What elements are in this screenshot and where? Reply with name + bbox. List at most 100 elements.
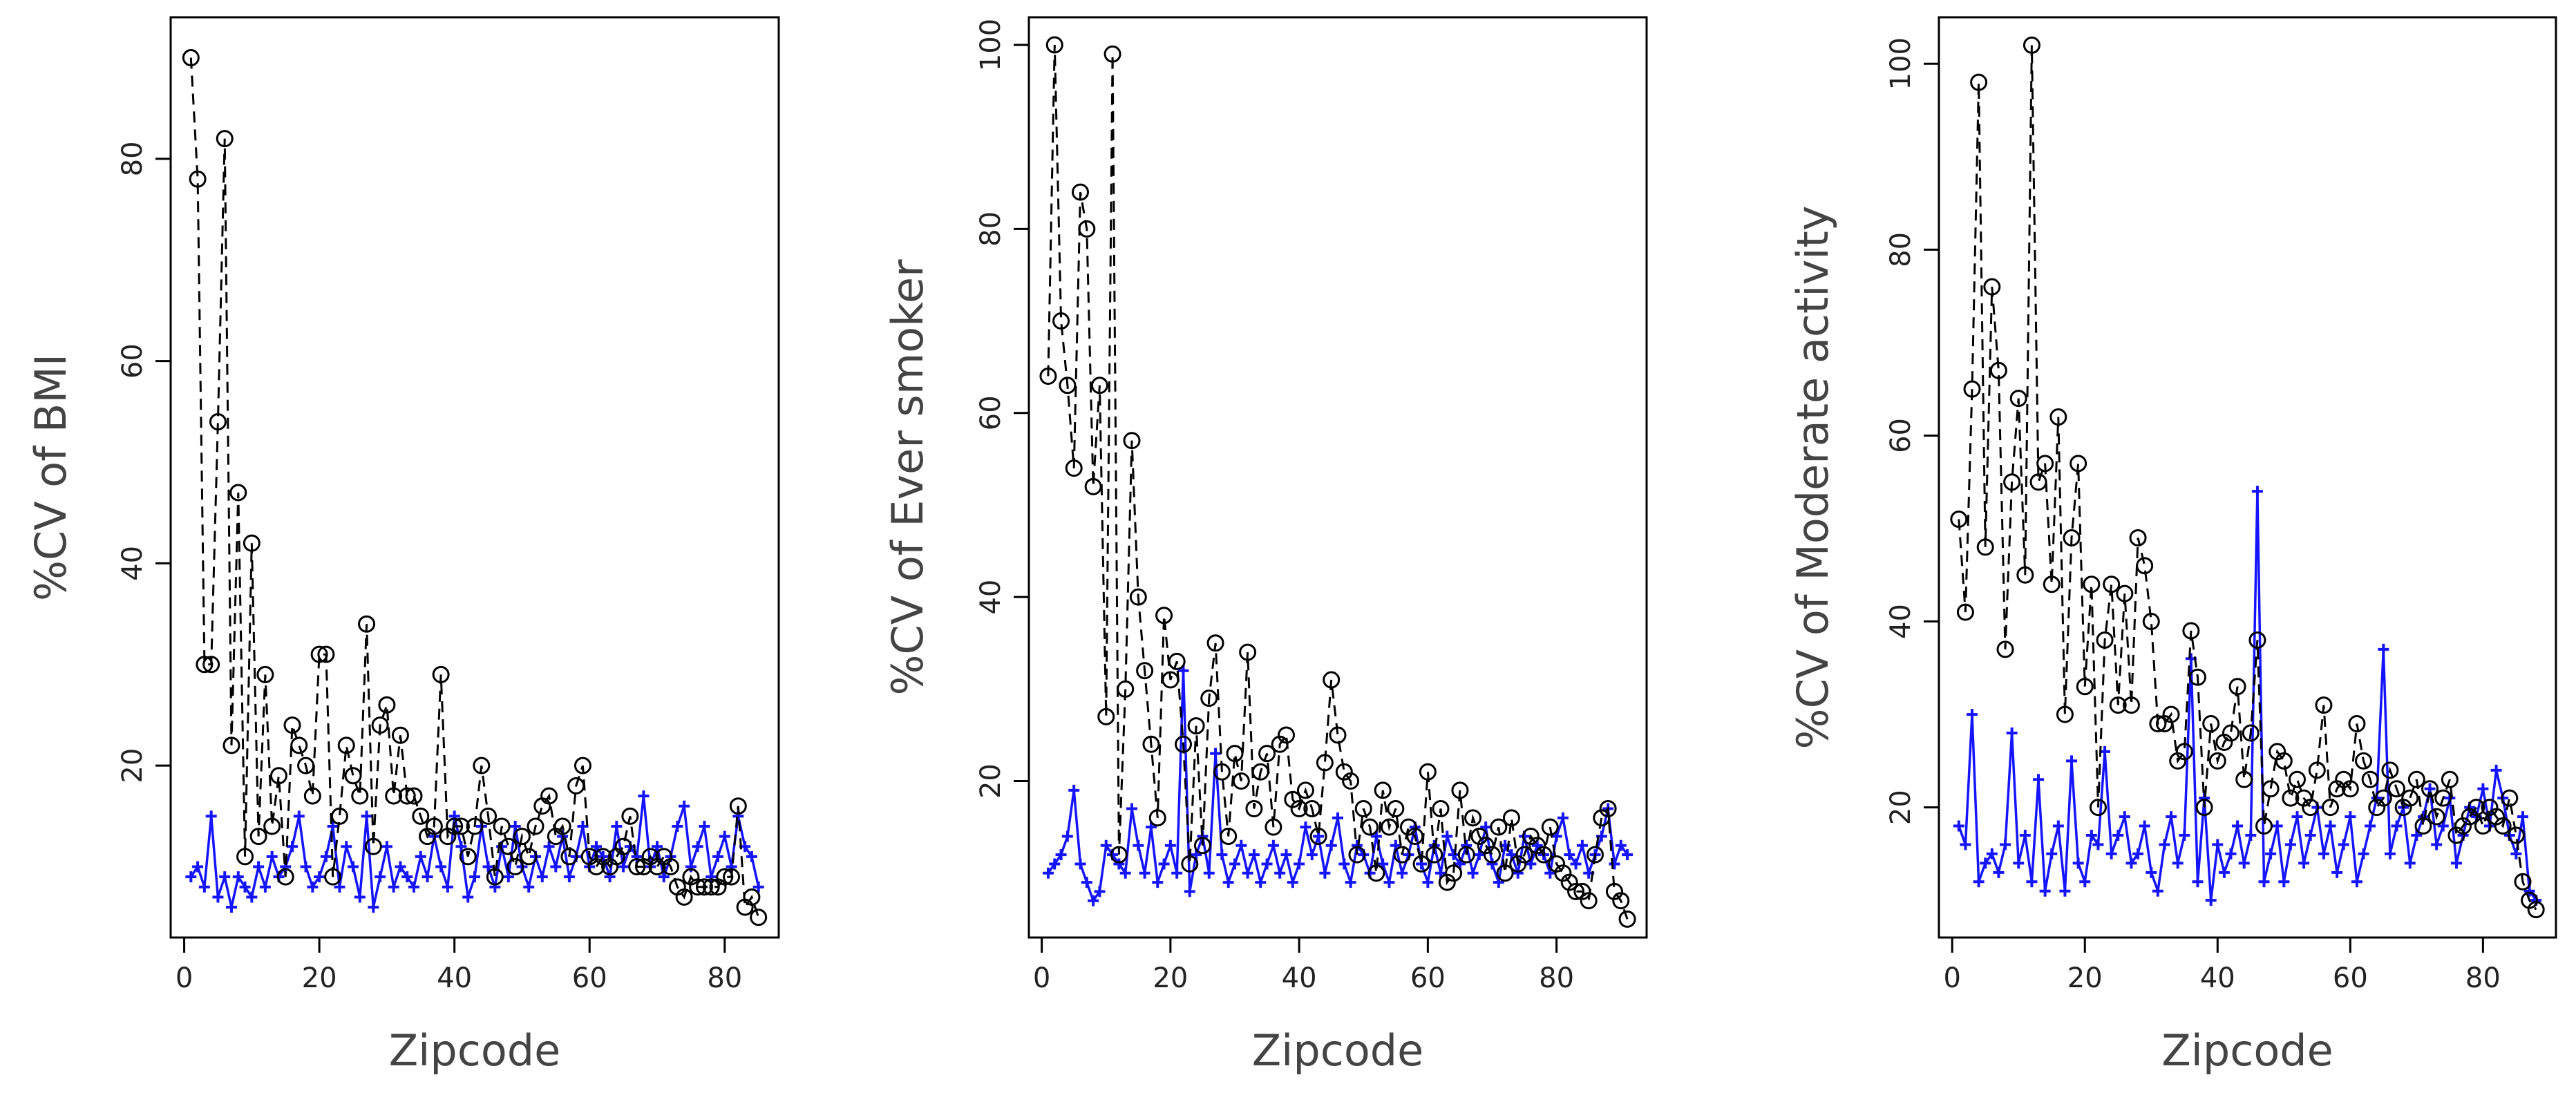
- data-point-plus: [1152, 877, 1164, 888]
- data-point-circle: [662, 858, 680, 876]
- data-point-plus: [2384, 848, 2396, 859]
- data-point-circle: [1226, 745, 1244, 763]
- data-point-circle: [473, 757, 491, 774]
- data-point-plus: [1242, 867, 1253, 879]
- data-point-circle: [1148, 809, 1166, 827]
- data-point-circle: [2202, 715, 2220, 733]
- data-point-plus: [1467, 867, 1479, 879]
- data-point-circle: [351, 787, 369, 805]
- data-point-plus: [705, 871, 717, 883]
- data-point-plus: [259, 881, 271, 893]
- data-point-circle: [2468, 799, 2485, 817]
- data-point-plus: [2291, 811, 2303, 823]
- data-point-plus: [307, 881, 319, 893]
- data-point-circle: [1445, 864, 1463, 882]
- data-point-circle: [1290, 800, 1308, 818]
- data-point-circle: [2255, 817, 2273, 835]
- data-point-circle: [229, 484, 247, 502]
- data-point-plus: [1448, 849, 1459, 861]
- x-axis-label: Zipcode: [1252, 1025, 1424, 1076]
- data-point-plus: [2225, 848, 2237, 859]
- data-point-plus: [1345, 877, 1356, 888]
- data-point-circle: [216, 130, 234, 148]
- data-point-circle: [2361, 770, 2379, 788]
- x-tick-label: 20: [2067, 962, 2103, 994]
- x-tick-label: 60: [1410, 962, 1446, 994]
- data-point-circle: [222, 736, 240, 754]
- data-point-circle: [1175, 735, 1192, 753]
- y-tick-label: 20: [975, 763, 1007, 799]
- data-point-plus: [1512, 867, 1524, 879]
- data-point-circle: [480, 807, 498, 825]
- panel-bmi: 0 20 40 60 80 20 40 60 80 Zipcode %CV of BMI: [26, 16, 780, 1076]
- data-point-circle: [202, 656, 220, 674]
- data-point-circle: [1457, 846, 1475, 864]
- data-point-circle: [2063, 529, 2081, 546]
- data-point-circle: [1168, 652, 1186, 670]
- x-axis-label: Zipcode: [2161, 1025, 2333, 1076]
- data-point-plus: [1953, 820, 1964, 832]
- data-point-plus: [354, 891, 366, 903]
- data-point-plus: [2265, 848, 2277, 859]
- data-point-plus: [1049, 858, 1061, 870]
- data-point-plus: [563, 871, 575, 883]
- x-tick-label: 20: [302, 962, 337, 994]
- data-point-plus: [1287, 877, 1298, 888]
- data-point-plus: [1081, 877, 1092, 888]
- data-point-circle: [2142, 613, 2160, 631]
- data-point-circle: [1354, 800, 1372, 818]
- data-point-plus: [1164, 839, 1176, 851]
- data-point-circle: [1426, 846, 1443, 864]
- data-point-circle: [391, 726, 409, 744]
- data-point-circle: [466, 817, 484, 835]
- data-point-plus: [1267, 839, 1279, 851]
- y-axis-label: %CV of Ever smoker: [882, 259, 933, 695]
- data-point-circle: [1078, 220, 1096, 238]
- y-axis-label: %CV of BMI: [26, 354, 76, 601]
- data-point-circle: [702, 878, 720, 896]
- data-point-plus: [2039, 885, 2051, 897]
- data-point-plus: [2510, 848, 2522, 859]
- data-point-circle: [2096, 631, 2114, 649]
- data-point-circle: [1989, 361, 2007, 379]
- data-point-circle: [520, 848, 538, 866]
- data-point-plus: [746, 850, 757, 862]
- data-point-plus: [415, 850, 426, 862]
- data-point-plus: [2125, 857, 2137, 869]
- data-point-circle: [1045, 36, 1063, 54]
- data-point-plus: [1255, 877, 1267, 888]
- data-point-plus: [1306, 849, 1318, 861]
- data-point-circle: [1278, 726, 1295, 744]
- data-point-circle: [276, 868, 294, 886]
- data-point-plus: [618, 861, 629, 873]
- data-point-plus: [1055, 849, 1067, 861]
- data-point-circle: [378, 696, 396, 714]
- data-point-circle: [1484, 846, 1501, 864]
- data-point-circle: [2414, 817, 2432, 835]
- data-point-circle: [2036, 455, 2054, 473]
- data-point-circle: [1541, 818, 1559, 836]
- data-point-plus: [232, 871, 244, 883]
- data-point-circle: [446, 817, 464, 835]
- data-point-circle: [500, 837, 518, 855]
- data-point-plus: [2278, 876, 2290, 888]
- data-point-circle: [330, 807, 348, 825]
- data-point-plus: [1609, 858, 1620, 870]
- data-point-circle: [1976, 538, 1994, 556]
- y-tick-label: 40: [117, 546, 149, 581]
- data-point-circle: [2222, 724, 2239, 742]
- data-point-circle: [1239, 643, 1257, 661]
- data-point-circle: [1612, 892, 1630, 910]
- data-point-plus: [226, 902, 237, 913]
- data-point-plus: [2391, 820, 2403, 832]
- data-point-circle: [317, 645, 335, 663]
- data-point-plus: [1210, 748, 1222, 759]
- data-point-circle: [2355, 752, 2373, 770]
- data-point-plus: [1622, 849, 1633, 861]
- x-tick-label: 40: [2200, 962, 2235, 994]
- y-tick-label: 100: [1885, 37, 1917, 90]
- data-point-circle: [1515, 846, 1533, 864]
- data-point-plus: [219, 871, 231, 883]
- data-point-plus: [334, 881, 345, 893]
